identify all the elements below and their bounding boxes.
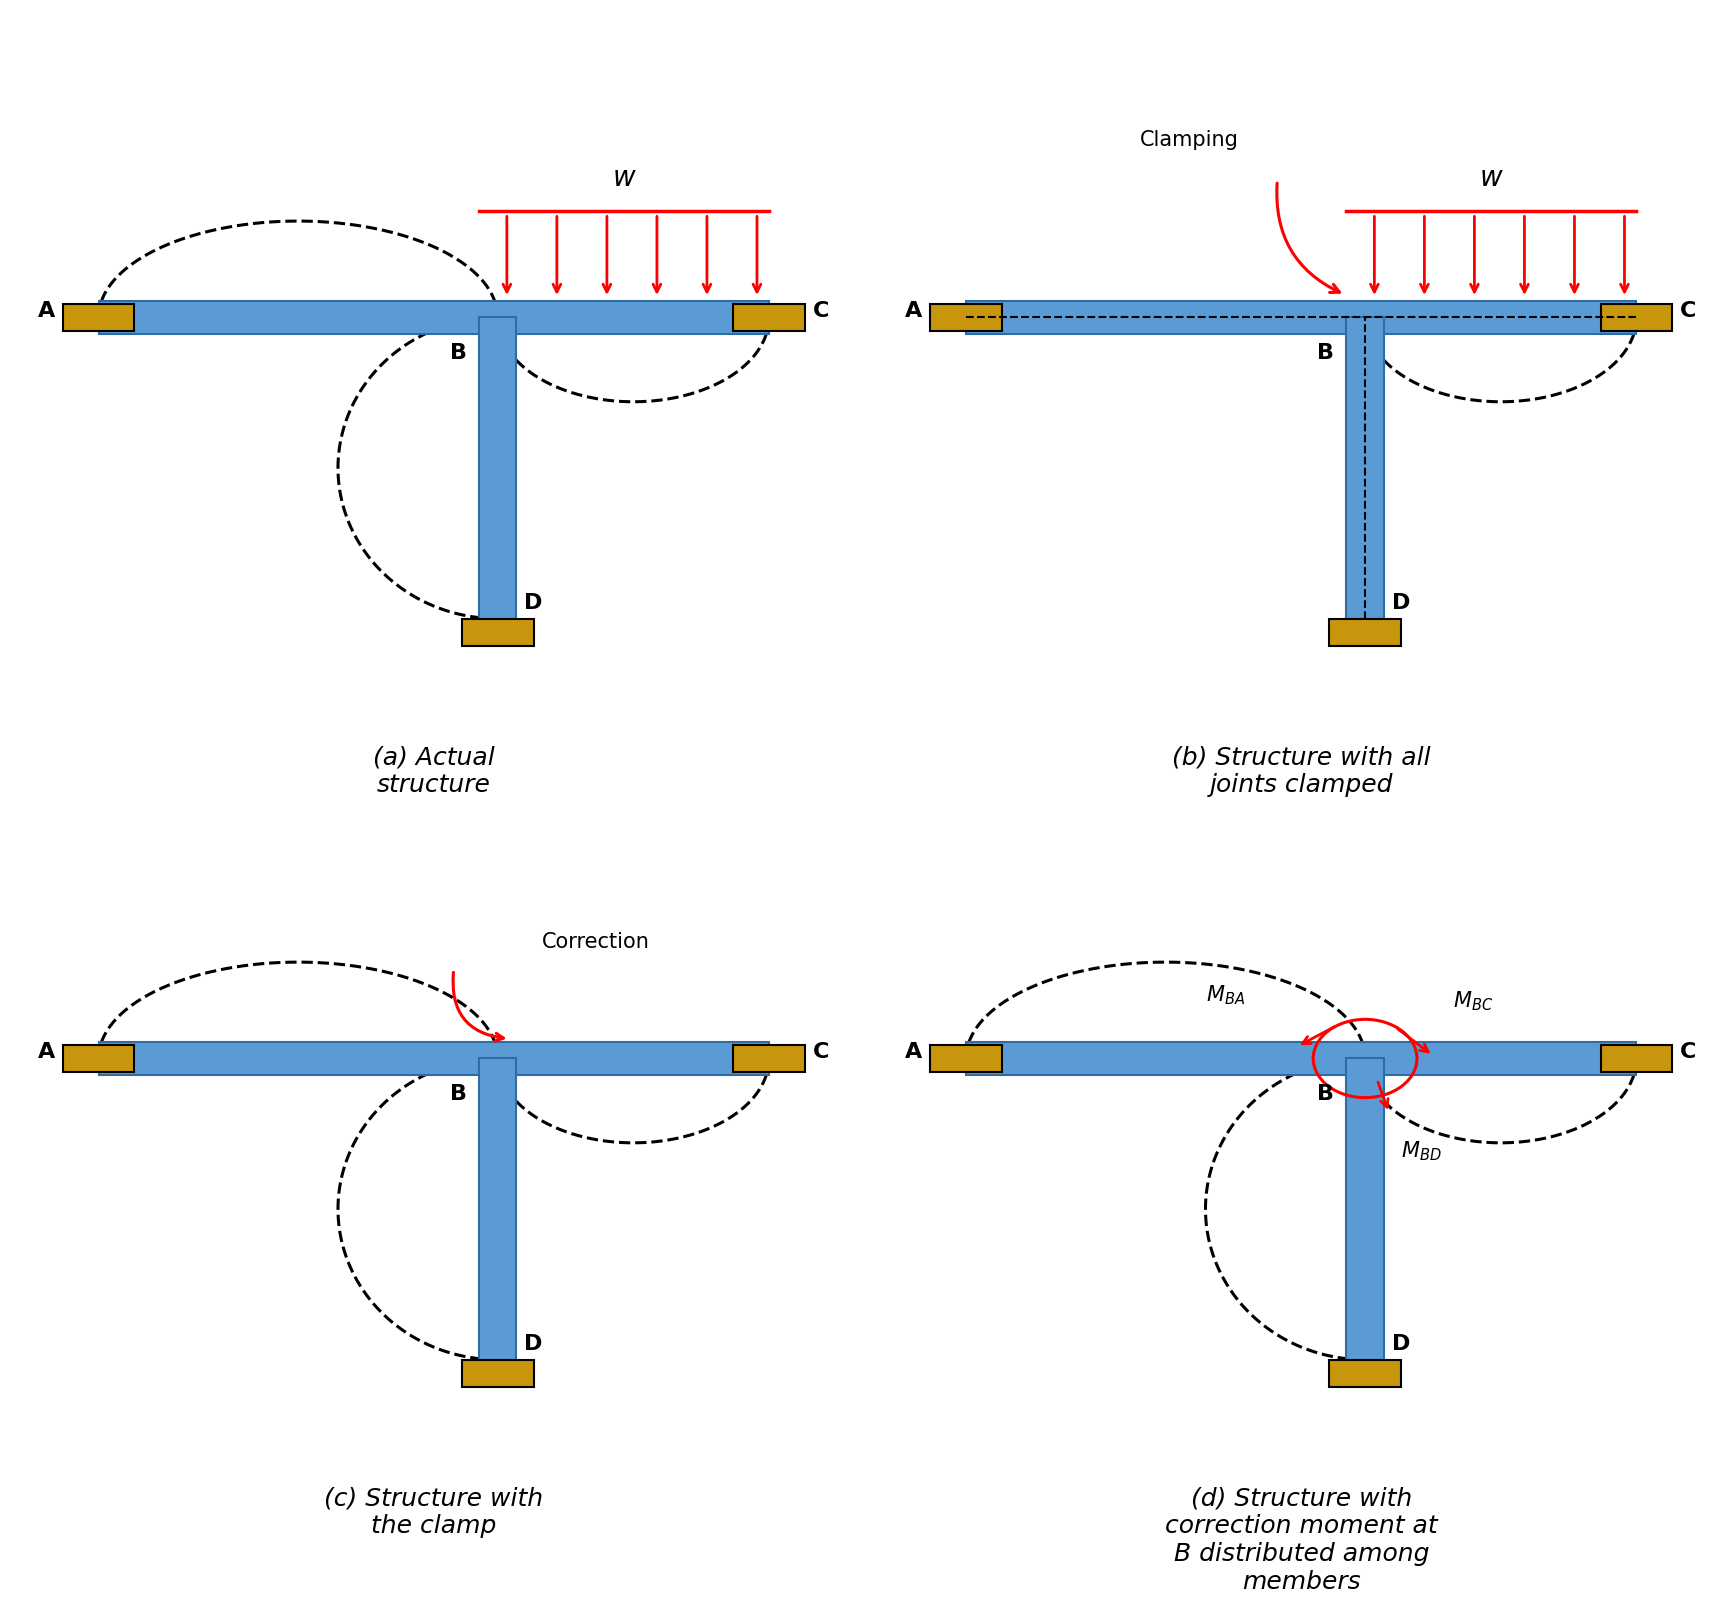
- Text: A: A: [906, 1042, 923, 1063]
- Bar: [930, 1046, 1003, 1071]
- Text: (c) Structure with
the clamp: (c) Structure with the clamp: [324, 1487, 543, 1539]
- Bar: [99, 1042, 769, 1075]
- Text: A: A: [38, 1042, 56, 1063]
- Text: $w$: $w$: [1480, 164, 1504, 192]
- Text: A: A: [38, 301, 56, 322]
- Text: (a) Actual
structure: (a) Actual structure: [373, 746, 494, 797]
- Bar: [930, 304, 1003, 330]
- Text: B: B: [449, 1084, 467, 1104]
- Bar: [734, 1046, 805, 1071]
- Text: (b) Structure with all
joints clamped: (b) Structure with all joints clamped: [1171, 746, 1431, 797]
- Text: C: C: [812, 1042, 829, 1063]
- Text: D: D: [524, 593, 543, 612]
- Text: C: C: [1679, 301, 1697, 322]
- Text: Correction: Correction: [541, 931, 649, 952]
- Bar: [62, 1046, 135, 1071]
- Text: (d) Structure with
correction moment at
B distributed among
members: (d) Structure with correction moment at …: [1164, 1487, 1438, 1593]
- Bar: [966, 1042, 1636, 1075]
- Text: B: B: [1317, 1084, 1334, 1104]
- Bar: [734, 304, 805, 330]
- Text: C: C: [1679, 1042, 1697, 1063]
- Text: D: D: [1391, 1334, 1411, 1353]
- Bar: [1600, 1046, 1673, 1071]
- Text: $M_{BD}$: $M_{BD}$: [1402, 1141, 1442, 1163]
- Text: $w$: $w$: [612, 164, 637, 192]
- Text: $M_{BC}$: $M_{BC}$: [1452, 989, 1494, 1013]
- Text: D: D: [524, 1334, 543, 1353]
- Bar: [62, 304, 135, 330]
- Text: B: B: [1317, 343, 1334, 362]
- Text: C: C: [812, 301, 829, 322]
- Text: Clamping: Clamping: [1140, 130, 1239, 150]
- Bar: [462, 1360, 534, 1387]
- Bar: [99, 301, 769, 333]
- Bar: [1346, 317, 1385, 619]
- Text: A: A: [906, 301, 923, 322]
- Bar: [1600, 304, 1673, 330]
- Bar: [966, 301, 1636, 333]
- Bar: [479, 1058, 517, 1360]
- Text: $M_{BA}$: $M_{BA}$: [1206, 984, 1246, 1007]
- Bar: [462, 619, 534, 646]
- Bar: [1329, 619, 1400, 646]
- Text: D: D: [1391, 593, 1411, 612]
- Bar: [479, 317, 517, 619]
- Text: B: B: [449, 343, 467, 362]
- Bar: [1346, 1058, 1385, 1360]
- Bar: [1329, 1360, 1400, 1387]
